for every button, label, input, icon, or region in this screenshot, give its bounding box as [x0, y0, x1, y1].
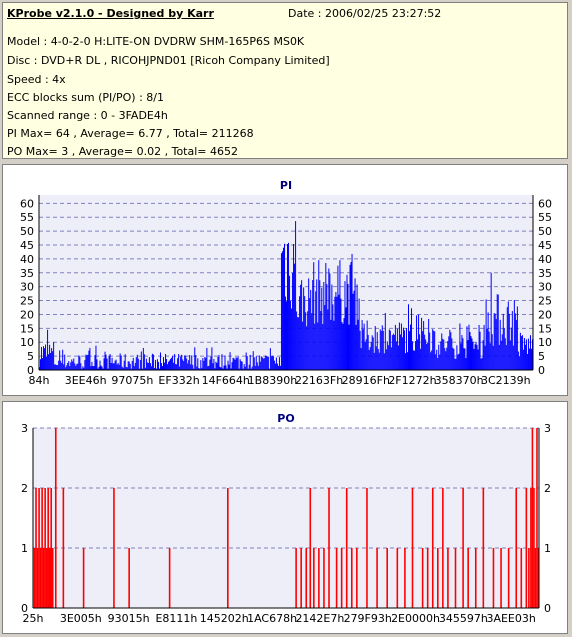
y-tick-label-left: 0 — [21, 602, 28, 615]
y-tick-label-left: 35 — [20, 267, 34, 280]
y-tick-label-right: 3 — [544, 422, 551, 435]
speed-line: Speed : 4x — [7, 73, 66, 86]
app-title: KProbe v2.1.0 - Designed by Karr — [7, 7, 214, 20]
x-tick-label: 3C2139h — [481, 374, 531, 387]
y-tick-label-right: 0 — [544, 602, 551, 615]
x-tick-label: 84h — [29, 374, 50, 387]
scan-date: Date : 2006/02/25 23:27:52 — [288, 7, 442, 20]
pi-chart-panel: PI 0 0 5 5 10 10 15 15 20 20 25 25 30 30 35 35 40 40 45 45 50… — [2, 164, 568, 396]
x-tick-label: 3E005h — [60, 612, 102, 625]
y-tick-label-right: 45 — [538, 239, 552, 252]
y-tick-label-right: 1 — [544, 542, 551, 555]
x-tick-label: 93015h — [108, 612, 150, 625]
y-tick-label-left: 55 — [20, 211, 34, 224]
x-tick-label: 14F664h — [202, 374, 250, 387]
info-panel: KProbe v2.1.0 - Designed by Karr Date : … — [2, 2, 568, 159]
series-bars — [33, 428, 540, 608]
x-tick-label: 97075h — [111, 374, 153, 387]
x-tick-label: 1B8390h — [248, 374, 298, 387]
y-tick-label-right: 40 — [538, 253, 552, 266]
y-tick-label-left: 50 — [20, 225, 34, 238]
y-tick-label-left: 60 — [20, 197, 34, 210]
y-tick-label-left: 30 — [20, 281, 34, 294]
y-tick-label-left: 3 — [21, 422, 28, 435]
pi-summary-line: PI Max= 64 , Average= 6.77 , Total= 2112… — [7, 127, 254, 140]
y-tick-label-left: 15 — [20, 322, 34, 335]
x-tick-label: 345597h — [439, 612, 488, 625]
x-tick-label: 145202h — [200, 612, 249, 625]
chart-title: PI — [280, 179, 292, 192]
y-tick-label-left: 25 — [20, 295, 34, 308]
y-tick-label-right: 25 — [538, 295, 552, 308]
y-tick-label-left: 20 — [20, 308, 34, 321]
x-tick-label: EF332h — [158, 374, 199, 387]
x-tick-label: 25h — [23, 612, 44, 625]
disc-line: Disc : DVD+R DL , RICOHJPND01 [Ricoh Com… — [7, 54, 330, 67]
range-line: Scanned range : 0 - 3FADE4h — [7, 109, 168, 122]
y-tick-label-left: 2 — [21, 482, 28, 495]
chart-title: PO — [277, 412, 294, 425]
y-tick-label-right: 2 — [544, 482, 551, 495]
x-tick-label: 3EE46h — [65, 374, 107, 387]
y-tick-label-right: 5 — [538, 350, 545, 363]
y-tick-label-right: 50 — [538, 225, 552, 238]
y-tick-label-right: 20 — [538, 308, 552, 321]
y-tick-label-right: 30 — [538, 281, 552, 294]
x-tick-label: E8111h — [155, 612, 197, 625]
y-tick-label-right: 60 — [538, 197, 552, 210]
y-tick-label-left: 0 — [27, 364, 34, 377]
po-chart: PO 0 0 1 1 2 2 3 3 25h 3E005h 93015h E8111h 145202h1A… — [21, 412, 551, 625]
y-tick-label-right: 0 — [538, 364, 545, 377]
y-tick-label-right: 15 — [538, 322, 552, 335]
y-tick-label-left: 5 — [27, 350, 34, 363]
ecc-line: ECC blocks sum (PI/PO) : 8/1 — [7, 91, 164, 104]
y-tick-label-right: 10 — [538, 336, 552, 349]
po-chart-panel: PO 0 0 1 1 2 2 3 3 25h 3E005h 93015h E8111h 145202h 1A… — [2, 401, 568, 634]
x-tick-label: 358370h — [435, 374, 484, 387]
y-tick-label-left: 45 — [20, 239, 34, 252]
x-tick-label: 2142E7h — [295, 612, 344, 625]
y-tick-label-right: 35 — [538, 267, 552, 280]
x-tick-label: 2F1272h — [388, 374, 436, 387]
x-tick-label: 279F93h — [344, 612, 392, 625]
x-tick-label: 3AEE03h — [486, 612, 535, 625]
po-summary-line: PO Max= 3 , Average= 0.02 , Total= 4652 — [7, 145, 238, 158]
y-tick-label-left: 1 — [21, 542, 28, 555]
series-bars — [39, 221, 533, 370]
x-tick-label: 28916Fh — [342, 374, 390, 387]
x-tick-label: 2E0000h — [391, 612, 440, 625]
y-tick-label-left: 40 — [20, 253, 34, 266]
plot-area — [33, 428, 539, 608]
x-tick-label: 1AC678h — [247, 612, 297, 625]
y-tick-label-left: 10 — [20, 336, 34, 349]
x-tick-label: 22163Fh — [295, 374, 343, 387]
plot-area — [39, 195, 533, 370]
y-tick-label-right: 55 — [538, 211, 552, 224]
model-line: Model : 4-0-2-0 H:LITE-ON DVDRW SHM-165P… — [7, 35, 305, 48]
